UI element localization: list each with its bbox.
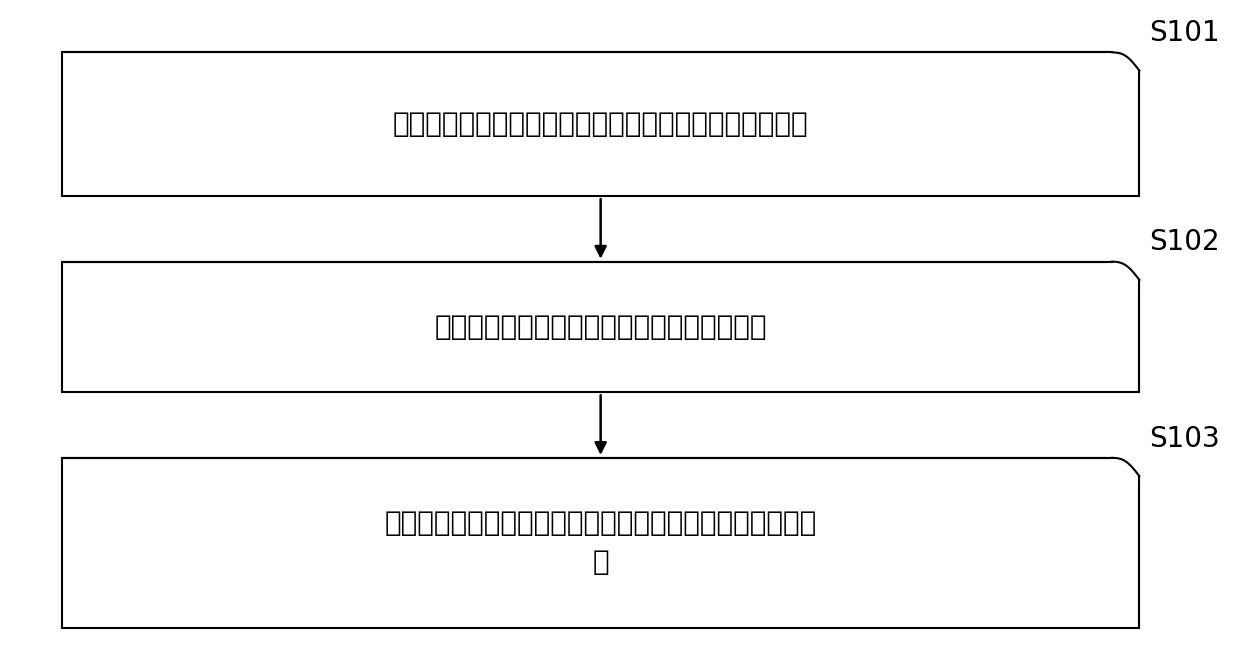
Text: S102: S102 [1149,228,1220,256]
Bar [1111,50,1141,73]
Text: S103: S103 [1149,424,1220,453]
Text: 对泥渣参数数据进行分析，得出泥渣分析结果: 对泥渣参数数据进行分析，得出泥渣分析结果 [434,313,766,341]
Bar [1111,260,1141,282]
Text: 对隐藏盐参数数据进行分析，得出各个隐藏盐参数所处的状
态: 对隐藏盐参数数据进行分析，得出各个隐藏盐参数所处的状 态 [384,509,817,576]
Bar [62,458,1140,628]
Bar [62,262,1140,392]
Bar [1106,52,1140,80]
Bar [62,52,1140,196]
Bar [1106,262,1140,289]
Bar [1111,456,1141,478]
Text: 获取核电站蒸汽发生器的泥渣参数数据和隐藏盐参数数据: 获取核电站蒸汽发生器的泥渣参数数据和隐藏盐参数数据 [393,111,808,138]
Bar [1106,458,1140,485]
Text: S101: S101 [1149,19,1220,47]
